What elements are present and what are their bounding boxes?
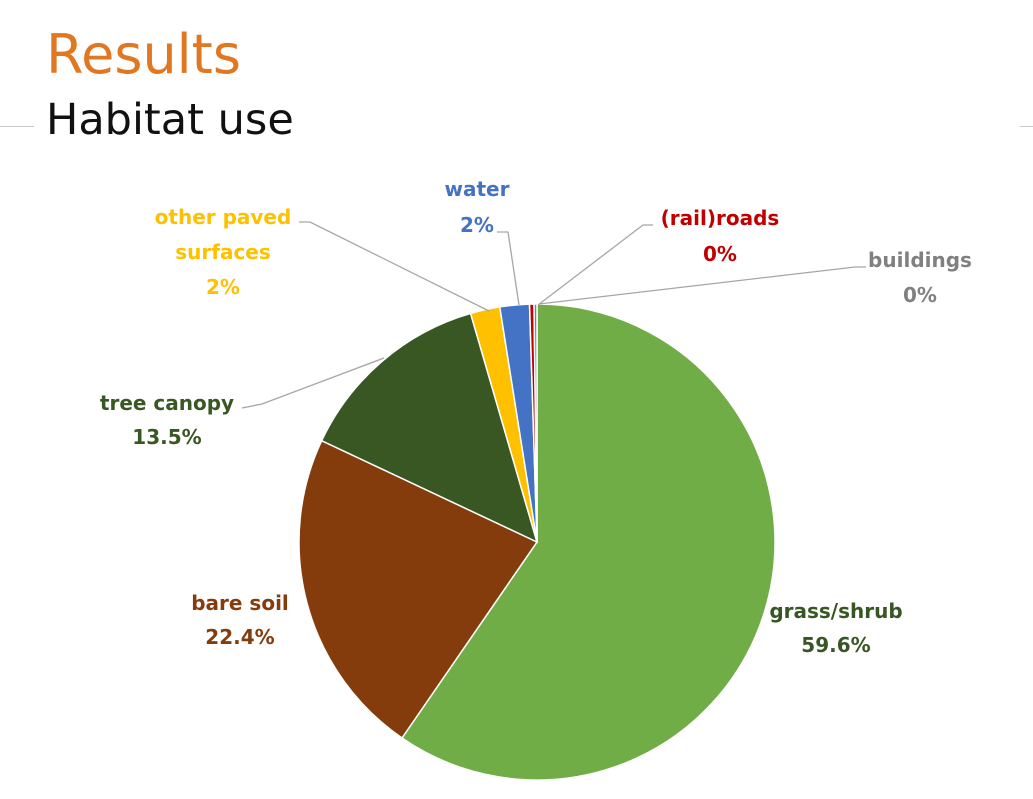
slice-label-grass-shrub: grass/shrub xyxy=(769,599,902,623)
pie-slices xyxy=(298,303,776,781)
title-rule-left xyxy=(0,126,34,127)
slice-value-water: 2% xyxy=(460,213,494,237)
leader-line-buildings xyxy=(538,266,866,305)
slice-value-tree-canopy: 13.5% xyxy=(132,425,201,449)
slide-subtitle: Habitat use xyxy=(46,95,294,145)
slice-label-tree-canopy: tree canopy xyxy=(100,391,234,415)
pie-slice-tree-canopy xyxy=(320,312,539,544)
pie-slice-grass-shrub xyxy=(400,303,776,781)
slice-labels: grass/shrub 59.6% bare soil 22.4% tree canop… xyxy=(100,177,972,657)
slice-value-other-paved-surfaces: 2% xyxy=(206,275,240,299)
leader-line-tree-canopy xyxy=(241,357,385,409)
slice-label-other-paved-surfaces: other paved surfaces xyxy=(155,205,292,264)
leader-line-water xyxy=(497,231,520,306)
pie-slice-buildings xyxy=(533,303,538,543)
slice-label-buildings: buildings xyxy=(868,248,972,272)
title-rule-right xyxy=(1020,126,1033,127)
slice-label-railroads: (rail)roads xyxy=(661,206,780,230)
leader-line-railroads xyxy=(537,224,653,306)
leader-lines xyxy=(241,221,866,409)
slice-label-bare-soil: bare soil xyxy=(191,591,289,615)
slice-value-bare-soil: 22.4% xyxy=(205,625,274,649)
leader-line-other-paved-surfaces xyxy=(299,221,490,312)
slice-value-grass-shrub: 59.6% xyxy=(801,633,870,657)
slide-title: Results xyxy=(46,23,241,86)
slice-value-railroads: 0% xyxy=(703,242,737,266)
slice-label-water: water xyxy=(445,177,510,201)
pie-slice-bare-soil xyxy=(298,439,539,740)
slice-value-buildings: 0% xyxy=(903,283,937,307)
